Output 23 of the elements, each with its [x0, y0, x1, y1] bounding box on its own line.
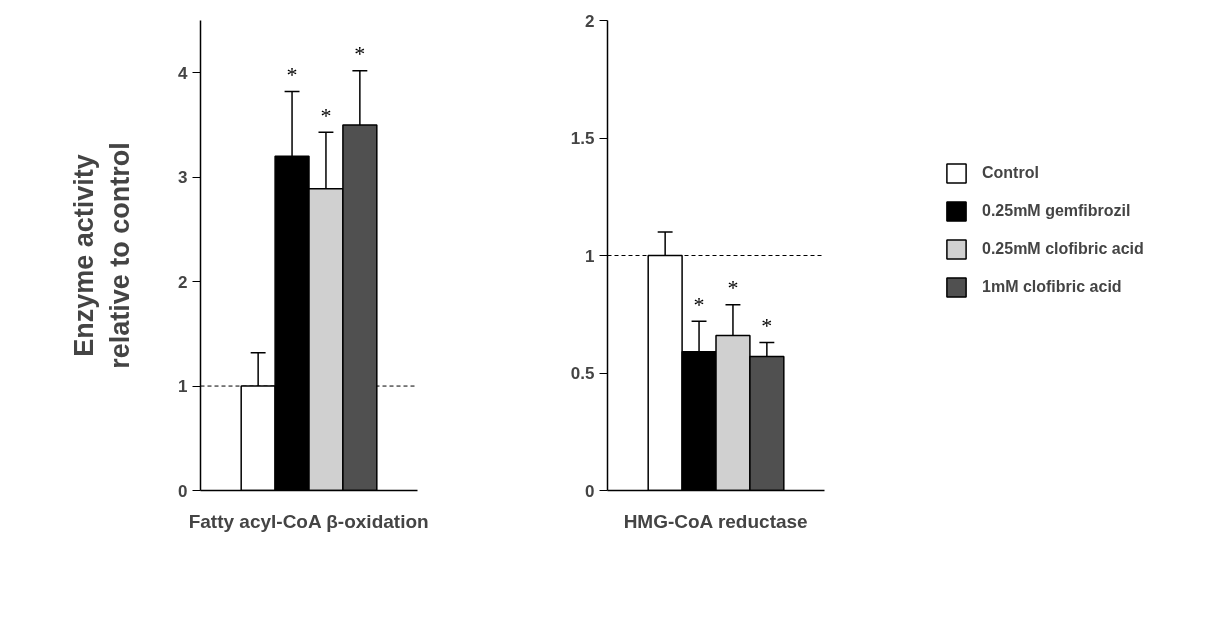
annotation: * — [761, 312, 773, 338]
y-tick-label: 0 — [178, 481, 188, 501]
annotation: * — [320, 102, 332, 128]
legend-label: 1mM clofibric acid — [982, 278, 1122, 296]
y-tick-label: 0.5 — [570, 364, 595, 383]
y-tick-label: 0 — [585, 481, 595, 501]
annotation: * — [693, 291, 705, 317]
x-axis-title: HMG-CoA reductase — [623, 510, 808, 532]
annotation: * — [727, 275, 739, 301]
legend-label: 0.25mM gemfibrozil — [982, 202, 1131, 220]
y-tick-label: 1 — [178, 377, 188, 397]
y-tick-label: 4 — [178, 63, 189, 83]
legend-label: Control — [982, 164, 1039, 182]
x-axis-title: Fatty acyl-CoA β-oxidation — [188, 510, 429, 532]
y-tick-label: 3 — [178, 168, 188, 188]
y-tick-label: 1 — [585, 246, 595, 266]
y-axis-title: Enzyme activity relative to control — [69, 142, 136, 369]
annotation: * — [354, 40, 366, 66]
annotation: * — [286, 61, 298, 87]
y-tick-label: 2 — [178, 272, 188, 292]
legend-label: 0.25mM clofibric acid — [982, 240, 1144, 258]
y-tick-label: 2 — [585, 11, 595, 31]
y-tick-label: 1.5 — [570, 129, 595, 148]
